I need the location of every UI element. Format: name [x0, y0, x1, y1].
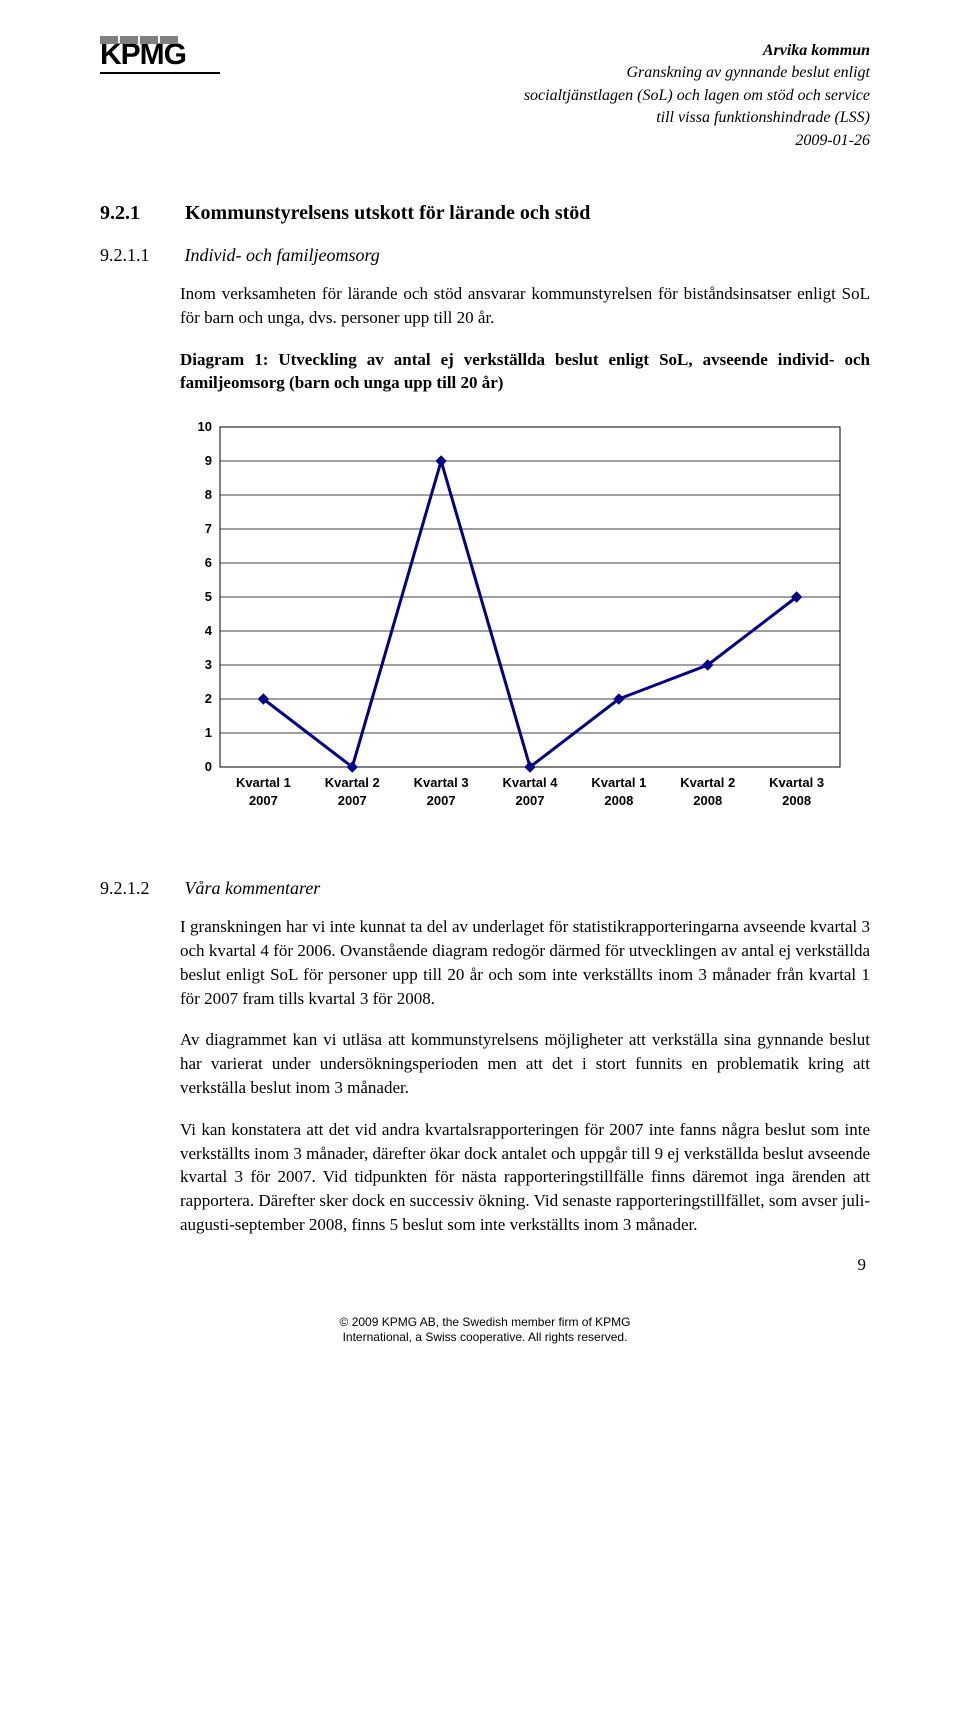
- footer-line2: International, a Swiss cooperative. All …: [100, 1330, 870, 1346]
- svg-text:0: 0: [205, 759, 212, 774]
- svg-text:2007: 2007: [516, 793, 545, 808]
- line-chart: 0 1 2 3 4 5 6 7 8 9 10 Kvartal 1 2007 Kvartal 2 2007 Kv…: [180, 413, 870, 838]
- section-title: Kommunstyrelsens utskott för lärande och…: [185, 202, 590, 224]
- svg-text:2008: 2008: [604, 793, 633, 808]
- sub2-p3: Vi kan konstatera att det vid andra kvar…: [180, 1118, 870, 1237]
- header-org: Arvika kommun: [524, 40, 870, 62]
- subsection-1-num: 9.2.1.1: [100, 245, 180, 266]
- svg-text:2007: 2007: [427, 793, 456, 808]
- subsection-1-title: Individ- och familjeomsorg: [185, 245, 380, 265]
- svg-text:Kvartal 2: Kvartal 2: [325, 775, 380, 790]
- svg-text:Kvartal 3: Kvartal 3: [769, 775, 824, 790]
- svg-text:5: 5: [205, 589, 212, 604]
- svg-text:3: 3: [205, 657, 212, 672]
- svg-text:6: 6: [205, 555, 212, 570]
- sub2-p1: I granskningen har vi inte kunnat ta del…: [180, 915, 870, 1010]
- subsection-1-heading: 9.2.1.1 Individ- och familjeomsorg: [100, 245, 870, 266]
- svg-text:Kvartal 1: Kvartal 1: [236, 775, 291, 790]
- header-meta: Arvika kommun Granskning av gynnande bes…: [524, 40, 870, 152]
- page-header: KPMG Arvika kommun Granskning av gynnand…: [100, 40, 870, 152]
- diagram-caption: Diagram 1: Utveckling av antal ej verkst…: [180, 348, 870, 396]
- svg-text:Kvartal 2: Kvartal 2: [680, 775, 735, 790]
- subsection-2-title: Våra kommentarer: [185, 878, 321, 898]
- subsection-2-heading: 9.2.1.2 Våra kommentarer: [100, 878, 870, 899]
- subsection-2-num: 9.2.1.2: [100, 878, 180, 899]
- svg-text:Kvartal 4: Kvartal 4: [503, 775, 559, 790]
- svg-text:Kvartal 1: Kvartal 1: [591, 775, 646, 790]
- svg-text:8: 8: [205, 487, 212, 502]
- svg-text:10: 10: [198, 419, 212, 434]
- kpmg-logo: KPMG: [100, 40, 220, 74]
- section-num: 9.2.1: [100, 202, 180, 225]
- header-line3: till vissa funktionshindrade (LSS): [524, 107, 870, 129]
- svg-text:2007: 2007: [338, 793, 367, 808]
- sub2-p2: Av diagrammet kan vi utläsa att kommunst…: [180, 1028, 870, 1099]
- sub1-paragraph: Inom verksamheten för lärande och stöd a…: [180, 282, 870, 330]
- page-number: 9: [100, 1255, 866, 1275]
- header-date: 2009-01-26: [524, 130, 870, 152]
- svg-text:9: 9: [205, 453, 212, 468]
- svg-text:Kvartal 3: Kvartal 3: [414, 775, 469, 790]
- svg-text:4: 4: [205, 623, 213, 638]
- header-line1: Granskning av gynnande beslut enligt: [524, 62, 870, 84]
- svg-text:1: 1: [205, 725, 212, 740]
- svg-text:2: 2: [205, 691, 212, 706]
- section-heading: 9.2.1 Kommunstyrelsens utskott för läran…: [100, 202, 870, 225]
- footer-line1: © 2009 KPMG AB, the Swedish member firm …: [100, 1315, 870, 1331]
- svg-text:2007: 2007: [249, 793, 278, 808]
- header-line2: socialtjänstlagen (SoL) och lagen om stö…: [524, 85, 870, 107]
- footer: © 2009 KPMG AB, the Swedish member firm …: [100, 1315, 870, 1346]
- svg-text:2008: 2008: [782, 793, 811, 808]
- chart-svg: 0 1 2 3 4 5 6 7 8 9 10 Kvartal 1 2007 Kvartal 2 2007 Kv…: [180, 413, 860, 833]
- svg-text:7: 7: [205, 521, 212, 536]
- svg-text:2008: 2008: [693, 793, 722, 808]
